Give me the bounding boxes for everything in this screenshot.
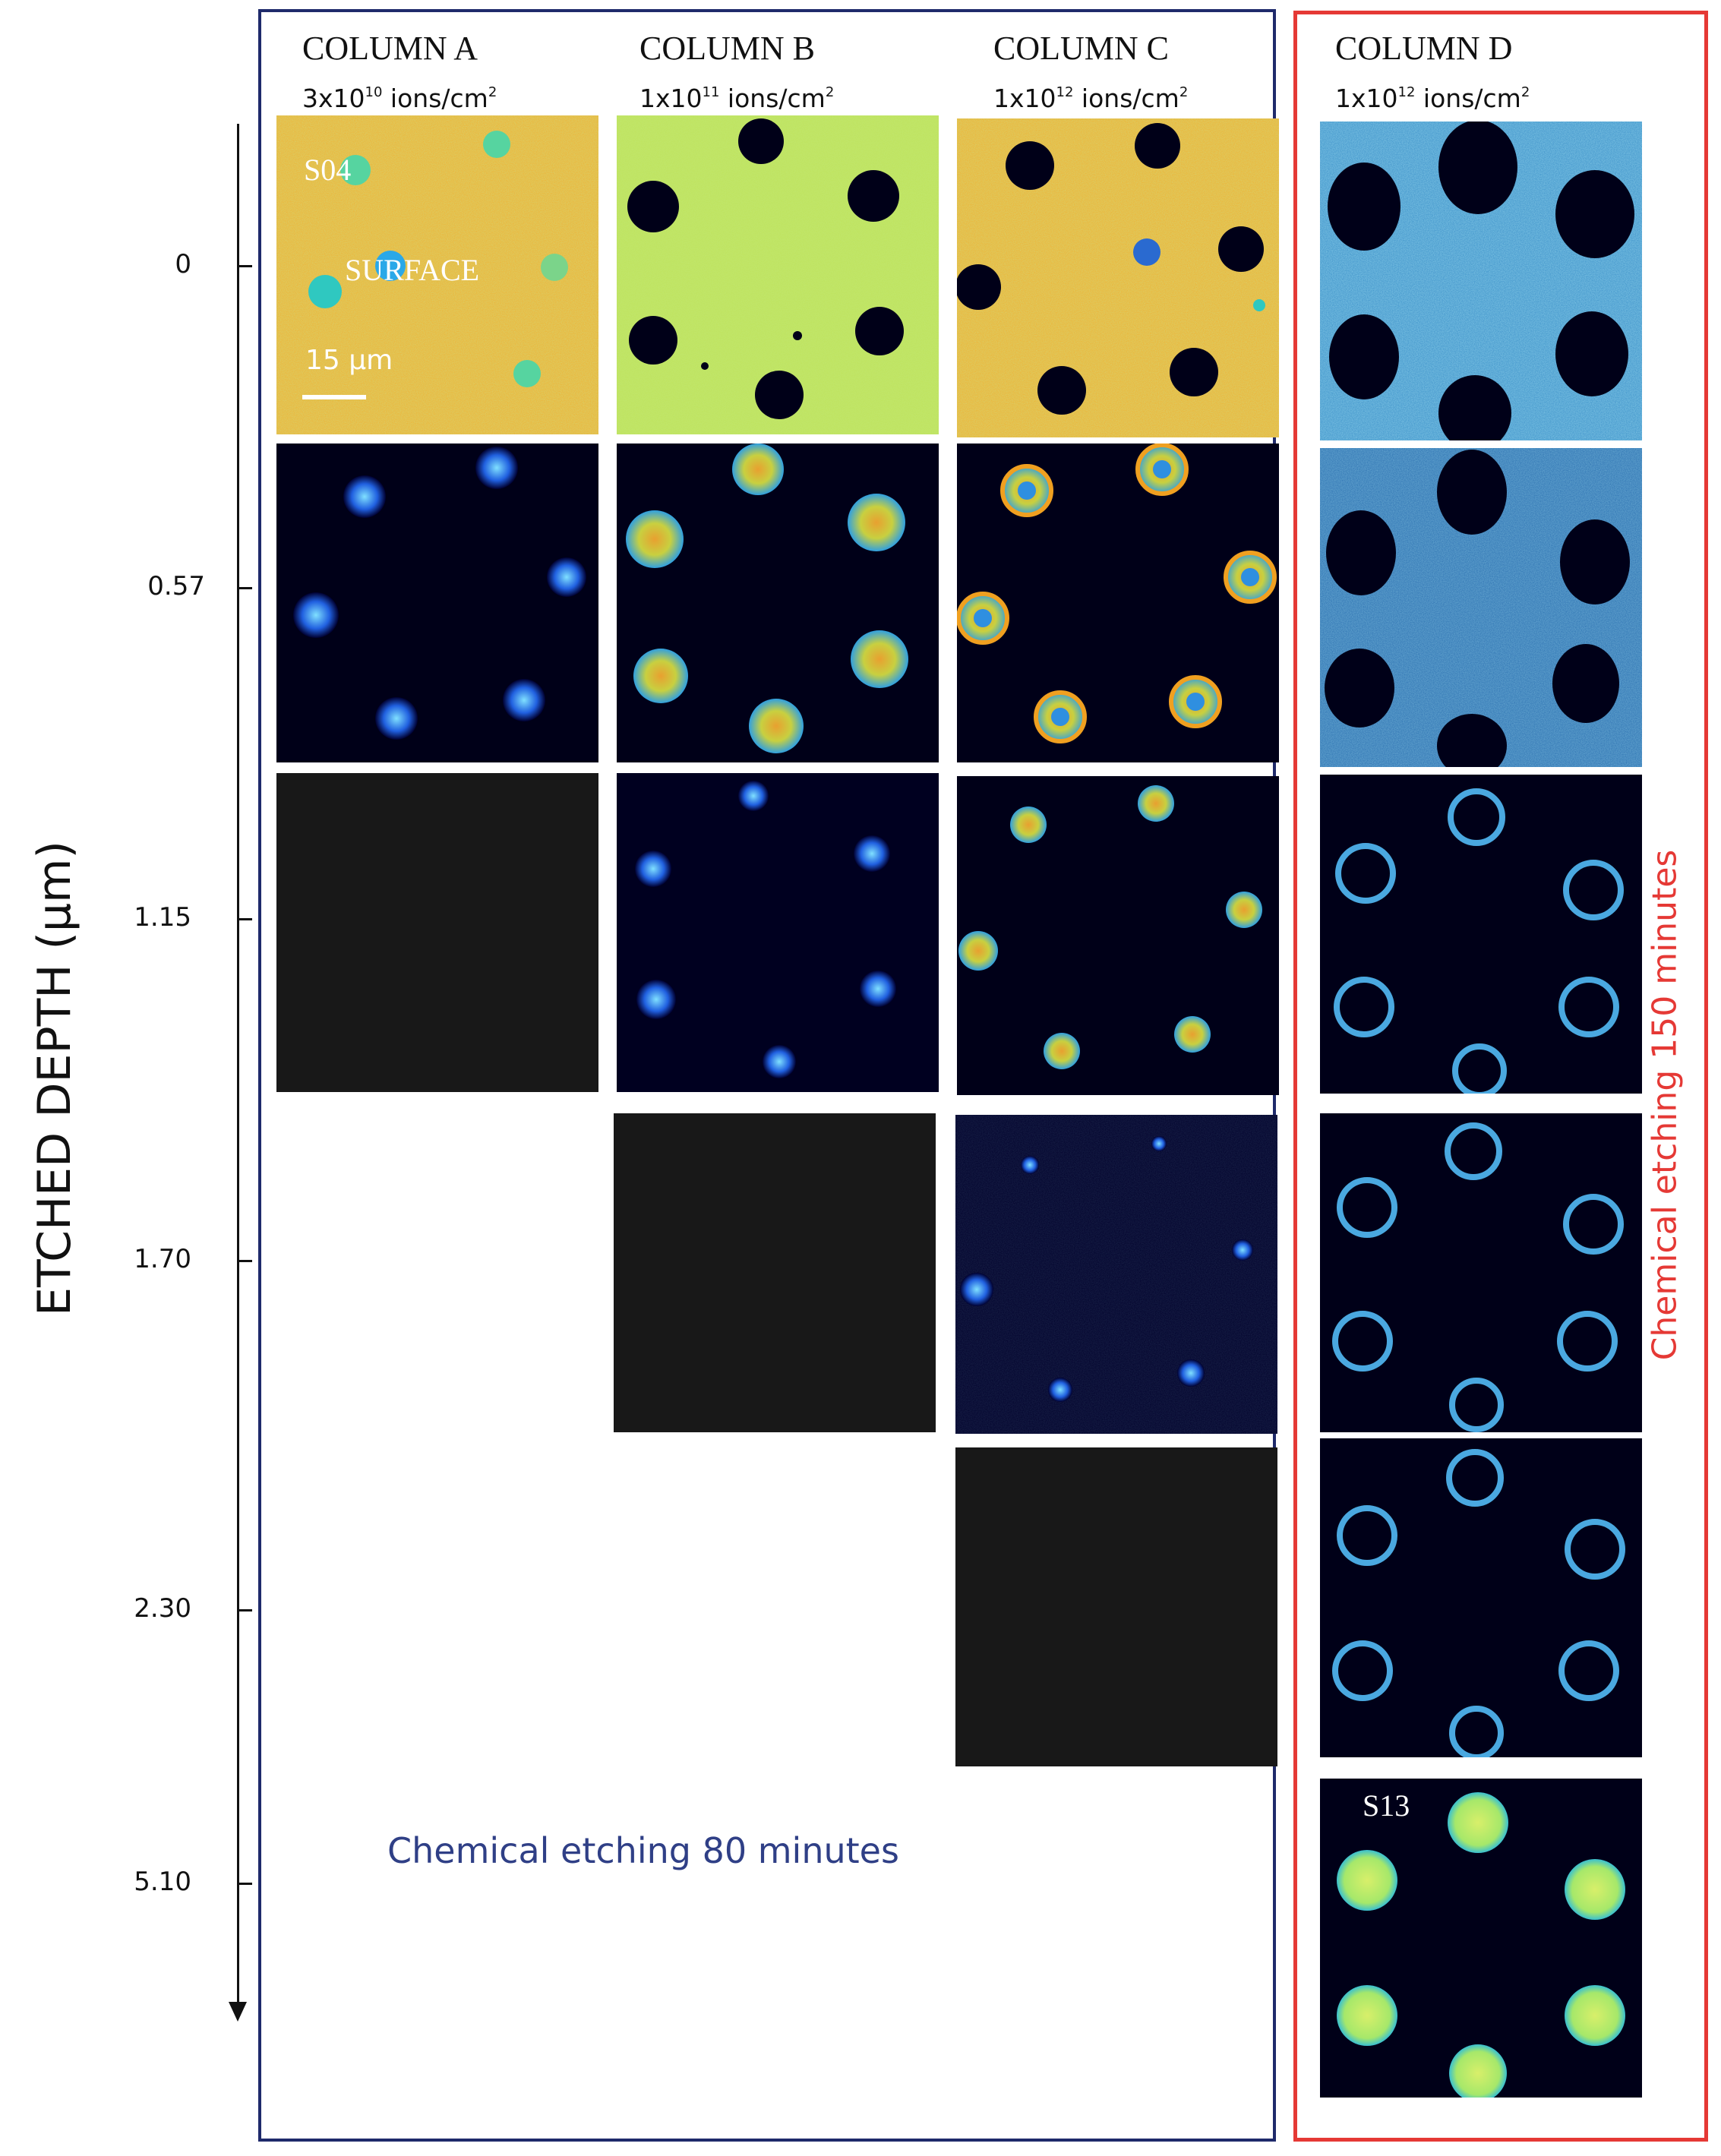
- panel-d-depth-2.30: [1320, 1438, 1642, 1757]
- depth-tick-label: 2.30: [134, 1593, 191, 1624]
- panel-d-depth-5.10: S13: [1320, 1779, 1642, 2098]
- sample-label-s13: S13: [1363, 1788, 1410, 1823]
- depth-axis-arrow-icon: [229, 2002, 247, 2022]
- panel-c-depth-1.70: [955, 1115, 1277, 1434]
- depth-tick-label: 1.70: [134, 1244, 191, 1274]
- panel-c-depth-2.30: [955, 1447, 1277, 1766]
- scale-bar-label: 15 µm: [305, 345, 393, 376]
- depth-tick-mark: [238, 265, 252, 267]
- sample-label-s04: S04: [304, 153, 352, 187]
- column-a-dose: 3x1010 ions/cm2: [302, 84, 497, 113]
- depth-tick-mark: [238, 918, 252, 920]
- depth-axis-line: [237, 124, 239, 2007]
- etching-80min-caption: Chemical etching 80 minutes: [387, 1830, 899, 1871]
- panel-b-depth-1.15: [617, 773, 939, 1092]
- panel-d-depth-1.70: [1320, 1113, 1642, 1432]
- panel-d-depth-1.15: [1320, 775, 1642, 1094]
- depth-tick-mark: [238, 1609, 252, 1611]
- panel-a-depth-1.15: [276, 773, 598, 1092]
- depth-tick-mark: [238, 1260, 252, 1262]
- column-d-dose: 1x1012 ions/cm2: [1335, 84, 1530, 113]
- etching-150min-caption: Chemical etching 150 minutes: [1645, 849, 1685, 1361]
- panel-c-depth-0.57: [957, 444, 1279, 762]
- column-b-title: COLUMN B: [639, 30, 816, 67]
- panel-b-surface: [617, 115, 939, 434]
- depth-tick-label: 0.57: [147, 571, 205, 601]
- column-b-dose: 1x1011 ions/cm2: [639, 84, 835, 113]
- panel-b-depth-0.57: [617, 444, 939, 762]
- column-a-title: COLUMN A: [302, 30, 478, 67]
- panel-c-depth-1.15: [957, 776, 1279, 1095]
- column-d-title: COLUMN D: [1335, 30, 1513, 67]
- depth-tick-mark: [238, 1883, 252, 1885]
- depth-tick-label: 1.15: [134, 902, 191, 933]
- panel-a-depth-0.57: [276, 444, 598, 762]
- scale-bar: [302, 395, 366, 399]
- panel-b-depth-1.70: [614, 1113, 936, 1432]
- depth-axis-title: ETCHED DEPTH (µm): [28, 841, 81, 1316]
- panel-d-depth-0.57: [1320, 448, 1642, 767]
- surface-label: SURFACE: [345, 253, 480, 287]
- etching-150min-frame: [1293, 11, 1708, 2142]
- column-c-title: COLUMN C: [993, 30, 1170, 67]
- panel-c-surface: [957, 118, 1279, 437]
- panel-d-surface: [1320, 122, 1642, 440]
- panel-a-surface: S04 SURFACE 15 µm: [276, 115, 598, 434]
- depth-tick-mark: [238, 587, 252, 589]
- column-c-dose: 1x1012 ions/cm2: [993, 84, 1189, 113]
- depth-tick-label: 0: [175, 249, 191, 279]
- depth-tick-label: 5.10: [134, 1867, 191, 1897]
